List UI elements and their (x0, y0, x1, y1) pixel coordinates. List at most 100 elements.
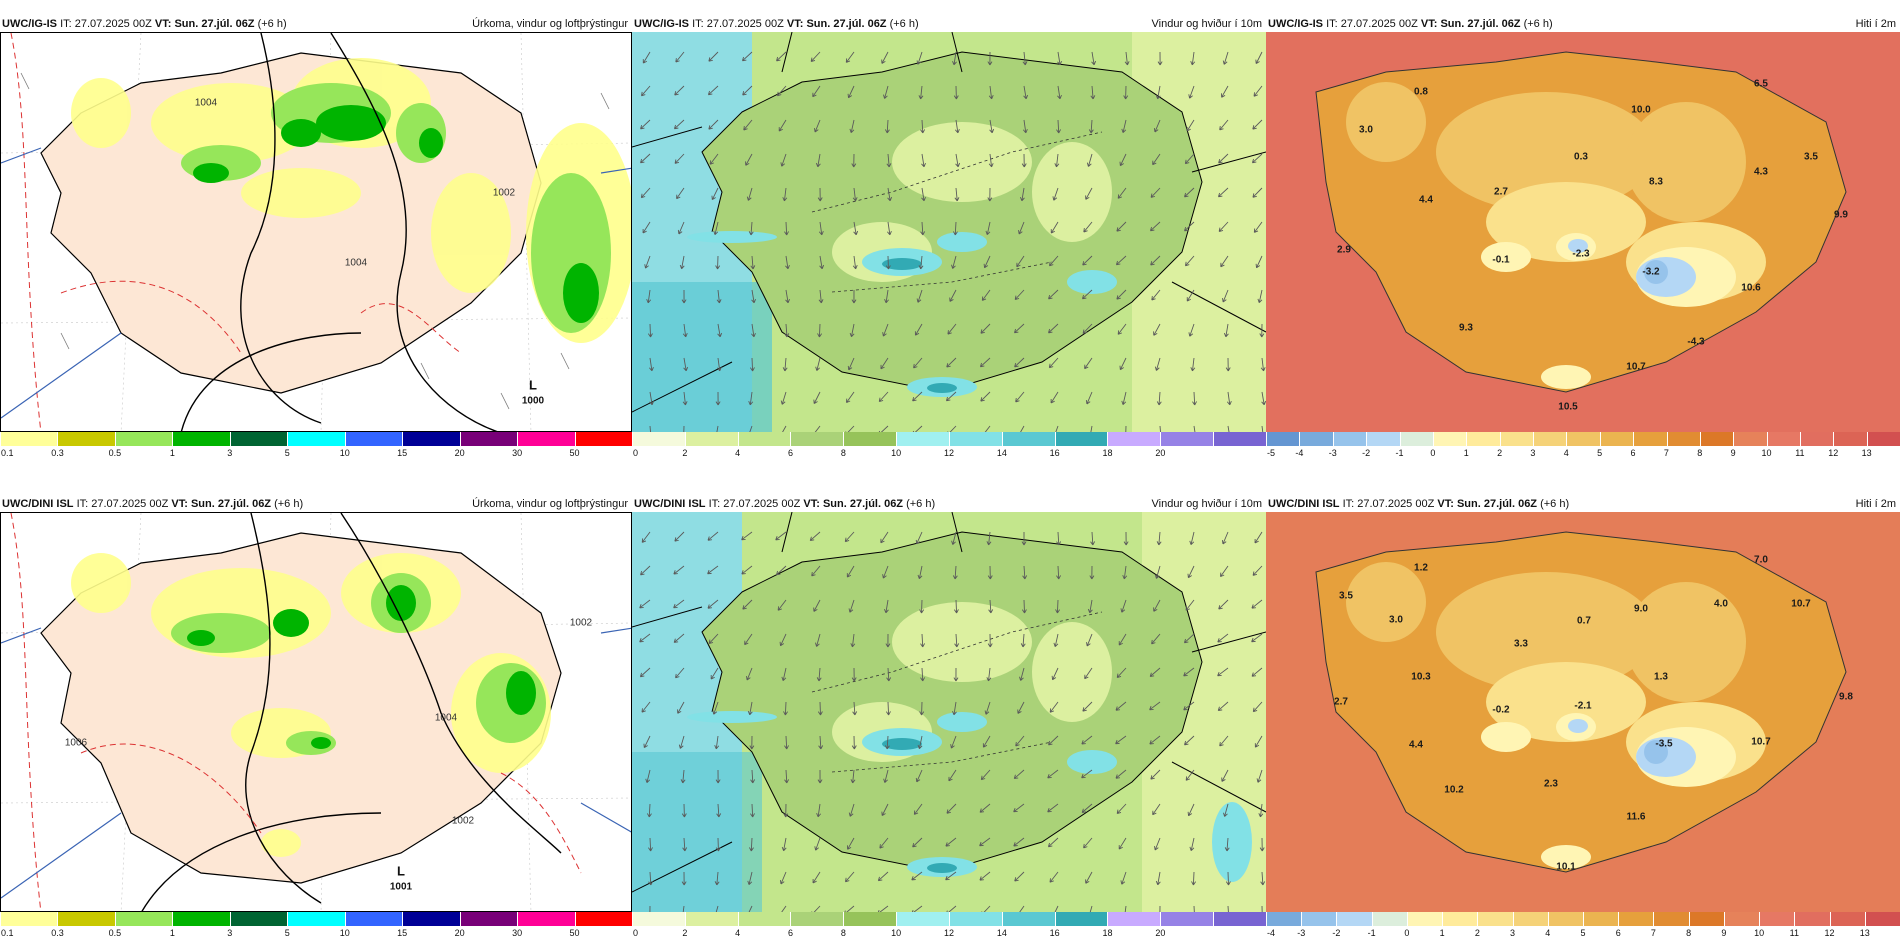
wind-arrow (813, 391, 821, 404)
wind-arrow (1018, 221, 1025, 235)
wind-arrow (780, 153, 787, 167)
wind-colorbar-ticks: 0 2 4 6 8 10 12 14 16 18 20 (632, 448, 1266, 460)
wind-arrow (1013, 803, 1025, 813)
wind-arrow (714, 871, 720, 886)
precip-colorbar-ticks: 0.1 0.3 0.5 1 3 5 10 15 20 30 50 (0, 928, 632, 940)
temperature-value: 4.4 (1409, 739, 1423, 751)
wind-arrow (1115, 255, 1127, 266)
wind-arrow (1251, 667, 1263, 677)
wind-arrow (885, 255, 891, 270)
wind-map (632, 32, 1266, 432)
temperature-value: 2.7 (1494, 186, 1508, 198)
wind-arrow (919, 599, 925, 614)
wind-arrow (749, 837, 754, 852)
wind-arrow (818, 221, 824, 236)
colorbar-swatch (1833, 432, 1867, 446)
wind-arrow (948, 769, 957, 782)
wind-arrow (946, 905, 957, 912)
isobar-label: 1004 (434, 712, 458, 724)
wind-arrow (1187, 803, 1195, 817)
wind-arrow (1052, 187, 1059, 201)
colorbar-tick-label: 30 (512, 928, 523, 938)
wind-arrow (681, 871, 687, 886)
model-name: UWC/IG-IS (634, 18, 689, 30)
colorbar-swatch (1794, 912, 1830, 926)
wind-arrow (849, 323, 855, 338)
wind-arrow (920, 221, 926, 236)
wind-arrow (1086, 153, 1093, 167)
wind-arrow (953, 85, 959, 100)
wind-arrow (979, 357, 991, 368)
init-time: 27.07.2025 00Z (91, 498, 169, 510)
wind-arrow (1157, 51, 1163, 66)
colorbar-swatch (790, 912, 844, 926)
colorbar-tick-label: 11 (1789, 928, 1799, 938)
wind-arrow (1085, 187, 1093, 200)
wind-arrow (1254, 531, 1263, 544)
wind-arrow (1022, 51, 1028, 66)
wind-arrow (1022, 119, 1028, 134)
colorbar-tick-label: 11 (1795, 448, 1805, 458)
wind-arrow (1047, 769, 1059, 779)
colorbar-swatch (948, 912, 1002, 926)
colorbar-tick-label: 13 (1859, 928, 1870, 938)
wind-arrow (681, 289, 687, 304)
wind-arrow (1021, 153, 1027, 168)
low-pressure-value: 1001 (389, 881, 413, 893)
wind-arrow (915, 769, 923, 783)
wind-arrow (912, 391, 923, 402)
wind-arrow (1155, 871, 1161, 886)
colorbar-swatch (1266, 432, 1300, 446)
colorbar-tick-label: -3 (1297, 928, 1306, 938)
wind-arrow (741, 565, 753, 575)
wind-arrow (1153, 119, 1161, 133)
colorbar-swatch (1001, 912, 1055, 926)
colorbar-swatch (287, 432, 345, 446)
wind-arrow (1088, 119, 1094, 134)
wind-arrow (1121, 119, 1127, 133)
wind-arrow (885, 633, 891, 648)
temperature-value: 10.3 (1411, 671, 1431, 683)
vt-label: VT: (803, 498, 820, 510)
colorbar-tick-label: 8 (840, 448, 846, 458)
wind-arrow (716, 289, 722, 304)
colorbar-tick-label: 10 (339, 928, 350, 938)
colorbar-tick-label: 20 (454, 928, 465, 938)
wind-arrow (1256, 769, 1263, 783)
wind-arrow (811, 905, 821, 912)
colorbar-swatch (1477, 912, 1513, 926)
init-time: 27.07.2025 00Z (1357, 498, 1435, 510)
wind-arrow (707, 531, 719, 541)
temperature-value: -4.3 (1687, 336, 1705, 348)
wind-arrow (708, 51, 719, 62)
colorbar-swatch (632, 432, 685, 446)
wind-arrow (682, 905, 685, 912)
temperature-value: 9.9 (1834, 209, 1848, 221)
wind-arrow (641, 85, 651, 97)
colorbar-tick-label: 12 (943, 448, 955, 458)
wind-arrow (947, 425, 957, 432)
wind-arrow (847, 85, 855, 99)
wind-arrow (715, 769, 721, 784)
wind-panel-row1: UWC/IG-IS IT: 27.07.2025 00Z VT: Sun. 27… (632, 16, 1266, 476)
wind-arrow (647, 323, 653, 338)
wind-arrow (1261, 425, 1264, 432)
colorbar-tick-label: 8 (840, 928, 846, 938)
colorbar-swatch (896, 432, 949, 446)
panel-header: UWC/IG-IS IT: 27.07.2025 00Z VT: Sun. 27… (1266, 16, 1900, 32)
colorbar-tick-label: 0.5 (108, 928, 122, 938)
wind-arrow (980, 323, 991, 334)
wind-arrow (642, 51, 651, 64)
colorbar-swatch (1633, 432, 1667, 446)
wind-arrow (649, 391, 655, 406)
wind-arrow (677, 701, 685, 714)
wind-arrow (1193, 905, 1195, 912)
temp-colorbar (1266, 912, 1900, 926)
wind-arrow (1021, 531, 1027, 546)
wind-arrow (954, 633, 960, 648)
wind-arrow (1149, 735, 1161, 745)
wind-arrow (851, 289, 857, 304)
wind-arrow (817, 769, 823, 784)
wind-arrow (640, 119, 651, 130)
colorbar-swatch (229, 912, 288, 926)
